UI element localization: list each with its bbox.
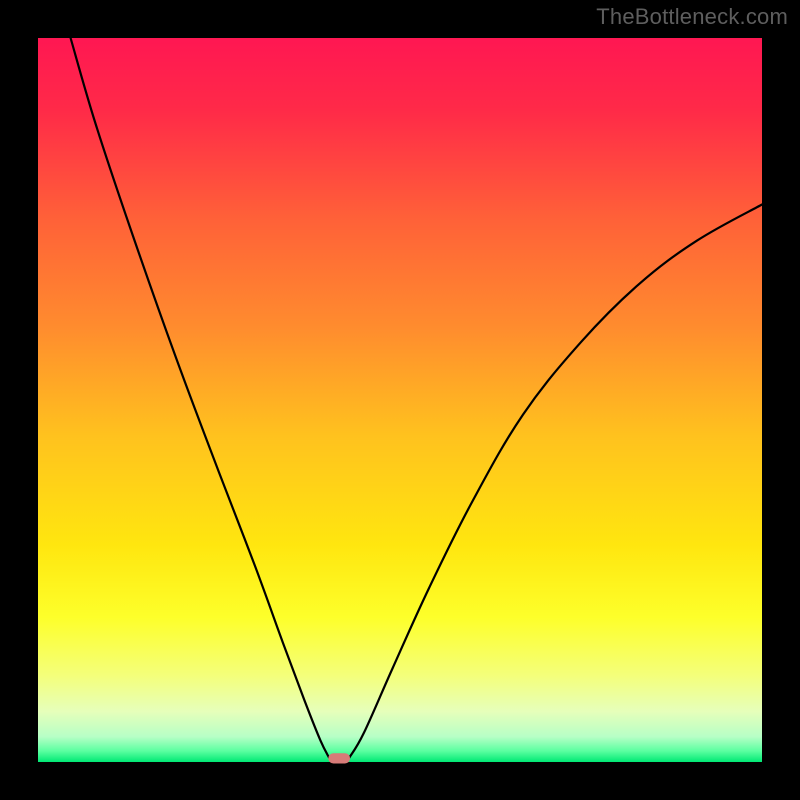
optimal-marker xyxy=(328,753,350,763)
bottleneck-chart xyxy=(0,0,800,800)
watermark-text: TheBottleneck.com xyxy=(596,4,788,30)
chart-container: TheBottleneck.com xyxy=(0,0,800,800)
